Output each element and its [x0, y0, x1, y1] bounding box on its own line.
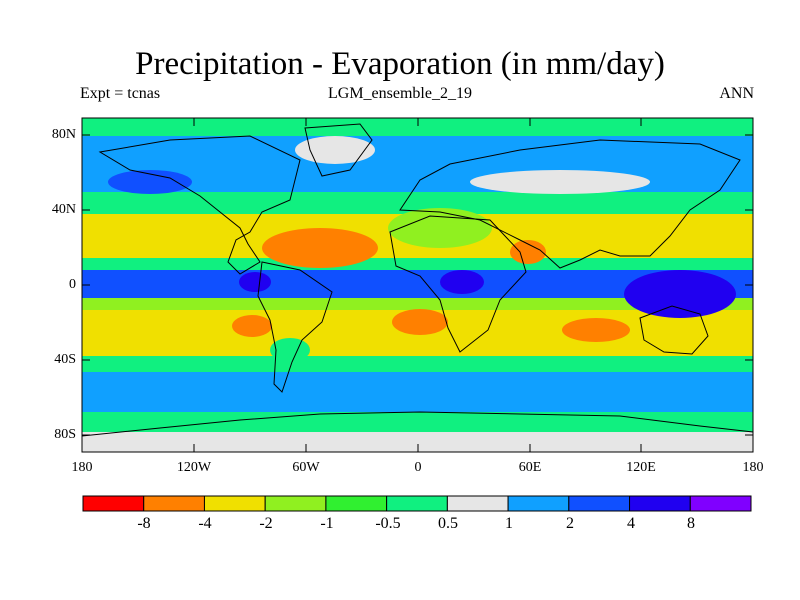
axis-ticks	[82, 118, 753, 452]
colorbar-swatch	[325, 495, 388, 512]
colorbar-label: -4	[198, 515, 212, 532]
south-atlantic-dry-core	[392, 309, 448, 335]
lon-label-0: 0	[414, 460, 422, 475]
north-pacific-wet	[108, 170, 192, 194]
coastlines	[81, 123, 754, 437]
lat-label-0: 0	[69, 277, 76, 292]
lon-label-60e: 60E	[518, 460, 542, 475]
north-africa-dry	[388, 208, 492, 248]
north-atlantic-dry-core	[262, 228, 378, 268]
colorbar-swatch	[507, 495, 570, 512]
arabia-dry-core	[510, 240, 546, 264]
south-indian-dry-core	[562, 318, 630, 342]
eurasia-dry	[470, 170, 650, 194]
colorbar-label: -2	[259, 515, 273, 532]
colorbar-swatch	[629, 495, 691, 512]
south-america-outline	[257, 261, 333, 393]
antarctica-outline	[81, 411, 754, 437]
band-north-midlat	[82, 192, 753, 214]
ensemble-label: LGM_ensemble_2_19	[328, 85, 472, 102]
colorbar-swatch	[386, 495, 448, 512]
colorbar-label: 4	[627, 515, 635, 532]
colorbar-swatch	[203, 495, 266, 512]
colorbar-swatch	[82, 495, 145, 512]
north-america-outline	[98, 135, 301, 275]
map-title: Precipitation - Evaporation (in mm/day)	[135, 46, 665, 82]
colorbar-label: -1	[320, 515, 334, 532]
colorbar-swatch	[143, 495, 205, 512]
precip-evap-field	[82, 118, 753, 452]
lat-label-40s: 40S	[54, 352, 76, 367]
amazon-wet	[239, 272, 271, 292]
africa-outline	[389, 215, 527, 353]
colorbar-label: 8	[687, 515, 695, 532]
band-southern-storm-track	[82, 372, 753, 412]
season-label: ANN	[719, 85, 754, 102]
colorbar-swatch	[264, 495, 327, 512]
lon-label-180w: 180	[71, 460, 93, 475]
eurasia-outline	[399, 139, 741, 269]
colorbar-label: 2	[566, 515, 574, 532]
lon-label-180e: 180	[742, 460, 764, 475]
warm-pool-wet	[624, 270, 736, 318]
lat-label-80s: 80S	[54, 427, 76, 442]
lon-label-120e: 120E	[626, 460, 656, 475]
colorbar-swatch	[568, 495, 631, 512]
greenland-outline	[304, 123, 373, 177]
colorbar-label: -8	[137, 515, 151, 532]
band-south-midlat	[82, 356, 753, 372]
colorbar-swatch	[689, 495, 752, 512]
lon-label-60w: 60W	[292, 460, 320, 475]
colorbar	[82, 495, 752, 512]
experiment-label: Expt = tcnas	[80, 85, 161, 102]
greenland-dry	[295, 136, 375, 164]
band-arctic	[82, 118, 753, 136]
band-antarctic	[82, 432, 753, 452]
lat-label-40n: 40N	[51, 202, 76, 217]
south-pacific-dry-core	[232, 315, 272, 337]
lon-label-120w: 120W	[176, 460, 212, 475]
band-north-tropics	[82, 258, 753, 270]
lat-label-80n: 80N	[51, 127, 76, 142]
band-south-tropics	[82, 298, 753, 310]
colorbar-label: 1	[505, 515, 513, 532]
colorbar-label: -0.5	[375, 515, 401, 532]
band-southern-ocean	[82, 412, 753, 432]
australia-outline	[639, 305, 709, 355]
central-africa-wet	[440, 270, 484, 294]
colorbar-swatch	[446, 495, 509, 512]
colorbar-label: 0.5	[438, 515, 458, 532]
